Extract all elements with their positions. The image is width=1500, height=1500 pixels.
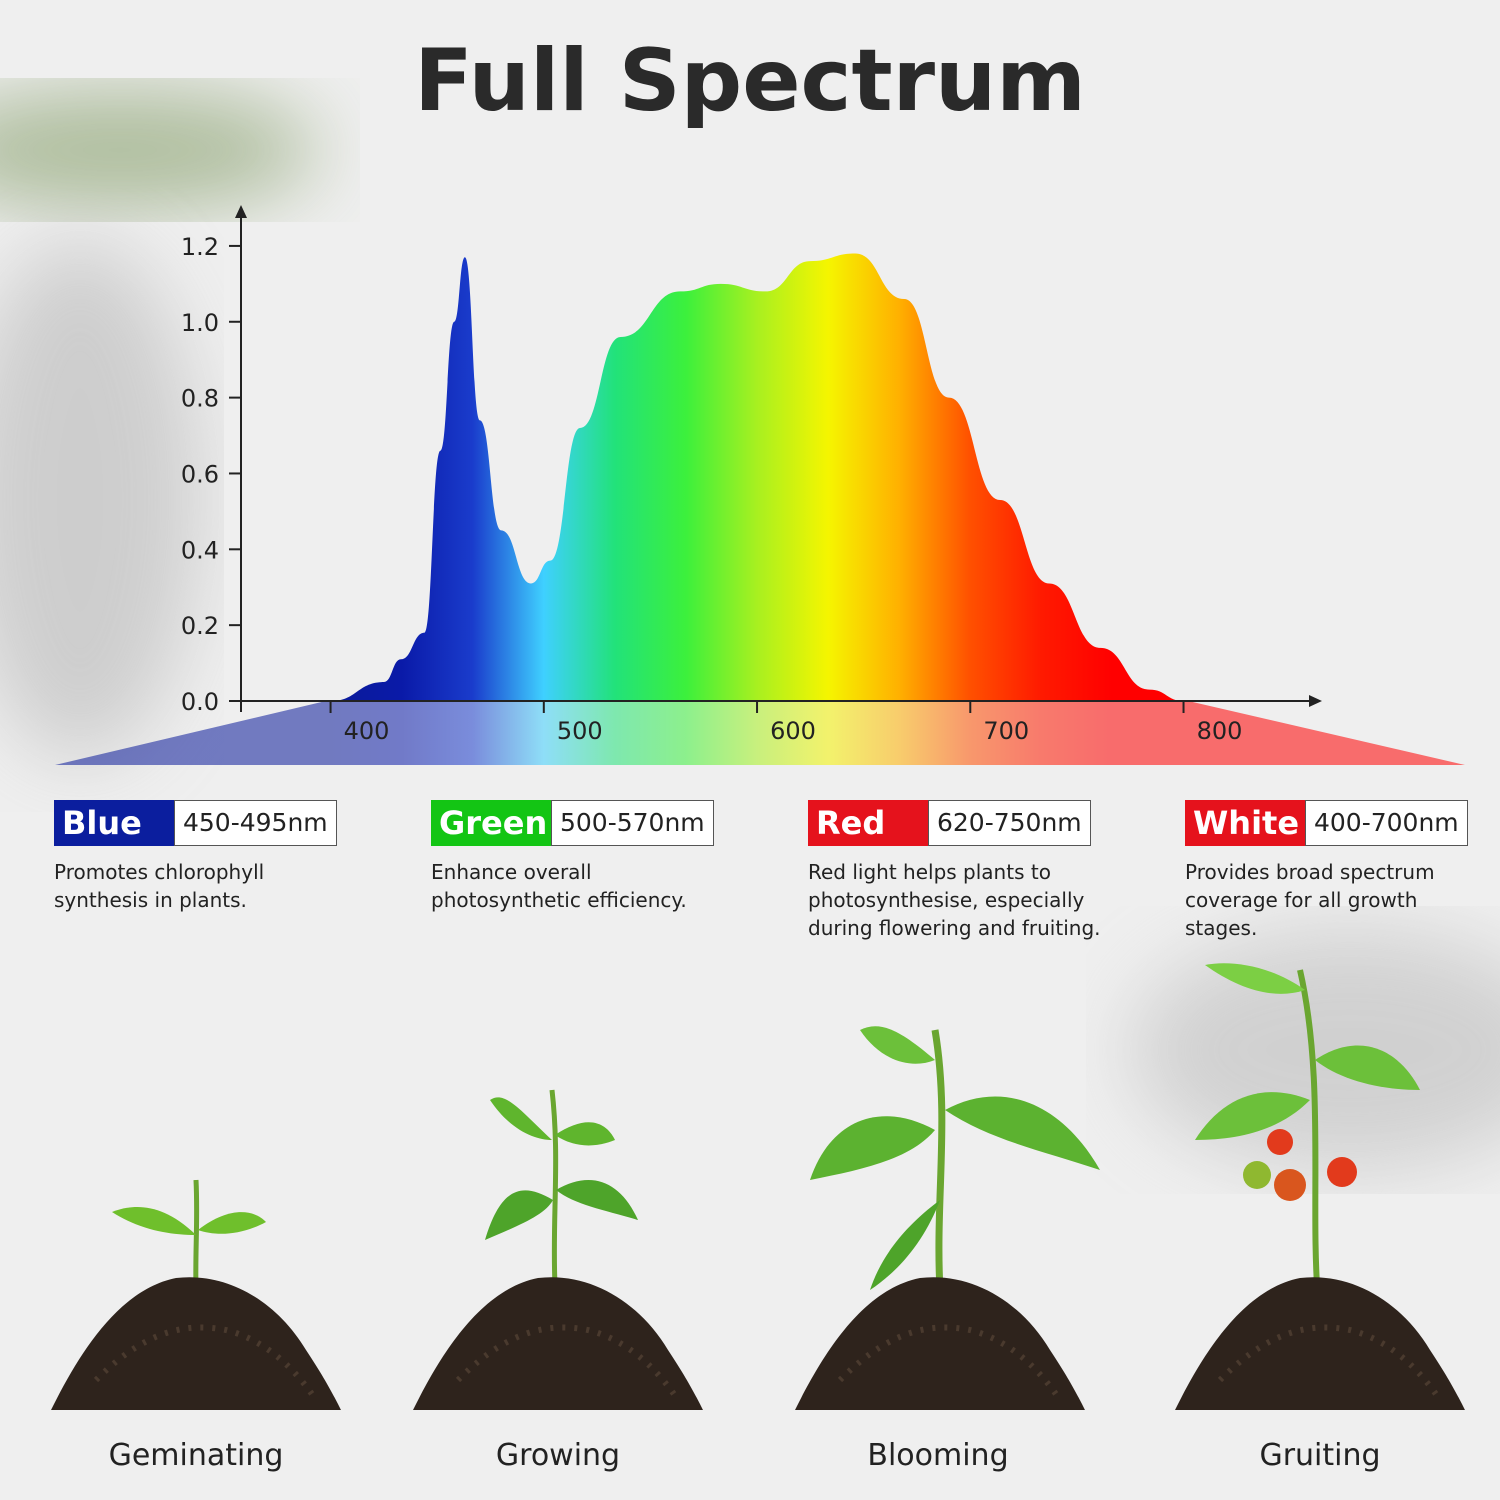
tag: Blue 450-495nm	[54, 800, 354, 846]
color-name: Green	[431, 800, 551, 846]
x-tick-label: 500	[557, 717, 603, 745]
soil	[51, 1277, 341, 1410]
color-name: Red	[808, 800, 928, 846]
description: Promotes chlorophyll synthesis in plants…	[54, 860, 265, 912]
range: 500-570nm	[551, 800, 714, 846]
card: Blue 450-495nm Promotes chlorophyll synthe…	[54, 800, 354, 914]
spectrum-area	[330, 253, 1184, 701]
plants	[112, 963, 1420, 1301]
soil	[1175, 1277, 1465, 1410]
card: White 400-700nm Provides broad spectrum co…	[1185, 800, 1485, 942]
stage-label: Blooming	[867, 1438, 1009, 1473]
description: Enhance overall photosynthetic efficienc…	[431, 860, 687, 912]
y-tick-label: 1.2	[181, 233, 219, 261]
spectrum-band	[55, 700, 1465, 765]
x-tick-label: 600	[770, 717, 816, 745]
range: 620-750nm	[928, 800, 1091, 846]
y-tick-label: 0.4	[181, 536, 219, 564]
plot	[330, 253, 1184, 701]
card: Red 620-750nm Red light helps plants to ph…	[808, 800, 1108, 942]
title: Full Spectrum	[414, 31, 1086, 131]
x-tick-label: 800	[1197, 717, 1243, 745]
range: 400-700nm	[1305, 800, 1468, 846]
soil	[413, 1277, 703, 1410]
shadow	[0, 240, 200, 760]
y-tick-label: 0.2	[181, 612, 219, 640]
card: Green 500-570nm Enhance overall photosynth…	[431, 800, 731, 914]
y-tick-label: 1.0	[181, 309, 219, 337]
x-tick-label: 700	[983, 717, 1029, 745]
tag: Red 620-750nm	[808, 800, 1108, 846]
stage-label: Gruiting	[1259, 1438, 1381, 1473]
range: 450-495nm	[174, 800, 337, 846]
y-arrow	[235, 205, 247, 218]
stage-label: Growing	[495, 1438, 621, 1473]
description: Provides broad spectrum coverage for all…	[1185, 860, 1435, 940]
x-arrow	[1309, 695, 1322, 707]
x-tick-label: 400	[344, 717, 390, 745]
description: Red light helps plants to photosynthesis…	[808, 860, 1101, 940]
tag: Green 500-570nm	[431, 800, 731, 846]
shadow-leaf	[0, 90, 320, 210]
stage-label: Geminating	[108, 1438, 284, 1473]
tag: White 400-700nm	[1185, 800, 1485, 846]
y-tick-label: 0.8	[181, 385, 219, 413]
y-tick-label: 0.6	[181, 460, 219, 488]
color-name: Blue	[54, 800, 174, 846]
color-name: White	[1185, 800, 1305, 846]
y-tick-label: 0.0	[181, 688, 219, 716]
soil	[795, 1277, 1085, 1410]
